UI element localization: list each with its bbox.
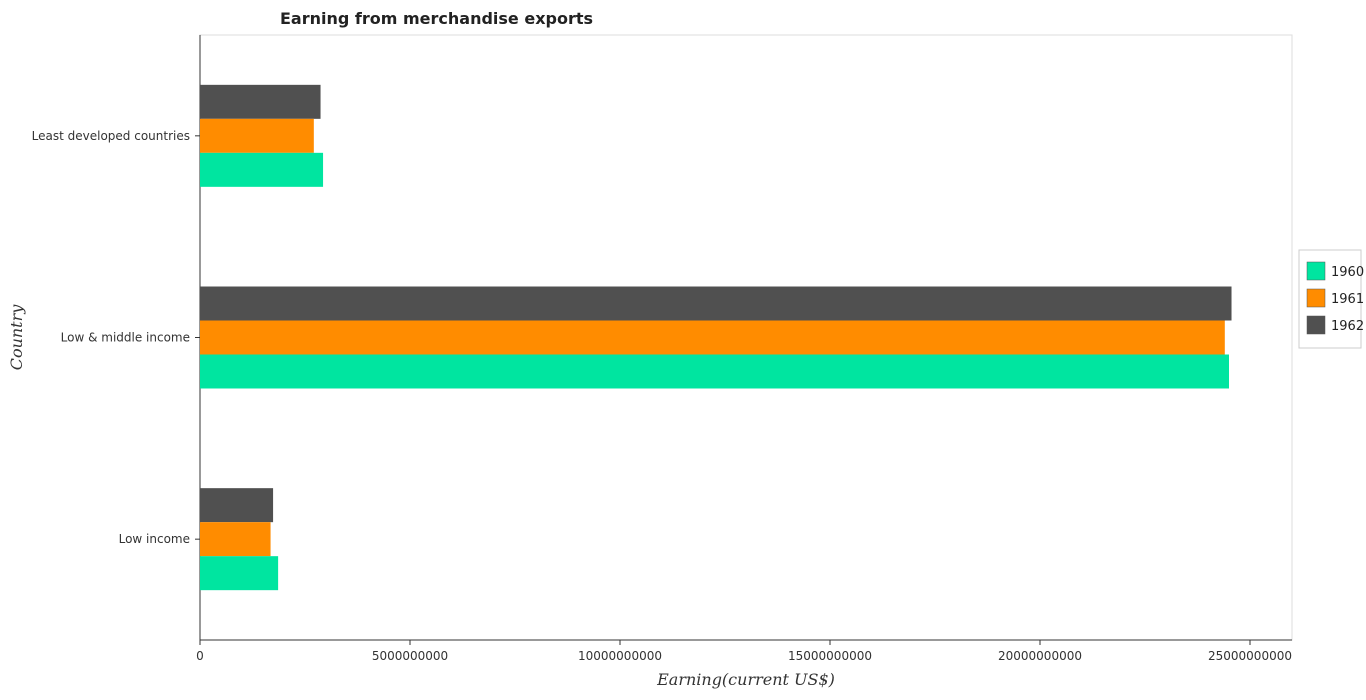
x-tick-label: 10000000000 — [578, 649, 662, 663]
bar-1961 — [200, 118, 314, 153]
bar-1960 — [200, 152, 324, 187]
bar-1962 — [200, 286, 1232, 321]
x-tick-label: 5000000000 — [372, 649, 448, 663]
legend-label-1960: 1960 — [1331, 265, 1364, 280]
y-tick-label: Least developed countries — [32, 129, 190, 143]
y-tick-label: Low income — [119, 532, 190, 546]
legend: 1960 1961 1962 — [1298, 249, 1364, 349]
legend-label-1961: 1961 — [1331, 292, 1364, 307]
bar-1961 — [200, 522, 271, 557]
x-axis-title: Earning(current US$) — [656, 670, 835, 689]
legend-label-1962: 1962 — [1331, 319, 1364, 334]
y-tick-label: Low & middle income — [61, 331, 190, 345]
chart-title: Earning from merchandise exports — [280, 9, 593, 28]
bar-1962 — [200, 84, 321, 119]
y-axis-title: Country — [7, 304, 26, 371]
x-tick-label: 0 — [196, 649, 204, 663]
bar-1960 — [200, 556, 279, 591]
bar-1961 — [200, 320, 1225, 355]
plot-area: 0 5000000000 10000000000 15000000000 2000000… — [32, 34, 1293, 663]
x-tick-label: 25000000000 — [1208, 649, 1292, 663]
legend-swatch-1960 — [1306, 261, 1326, 281]
x-tick-label: 20000000000 — [998, 649, 1082, 663]
legend-swatch-1962 — [1306, 315, 1326, 335]
bar-1962 — [200, 488, 274, 523]
x-tick-label: 15000000000 — [788, 649, 872, 663]
legend-swatch-1961 — [1306, 288, 1326, 308]
bar-1960 — [200, 354, 1229, 389]
